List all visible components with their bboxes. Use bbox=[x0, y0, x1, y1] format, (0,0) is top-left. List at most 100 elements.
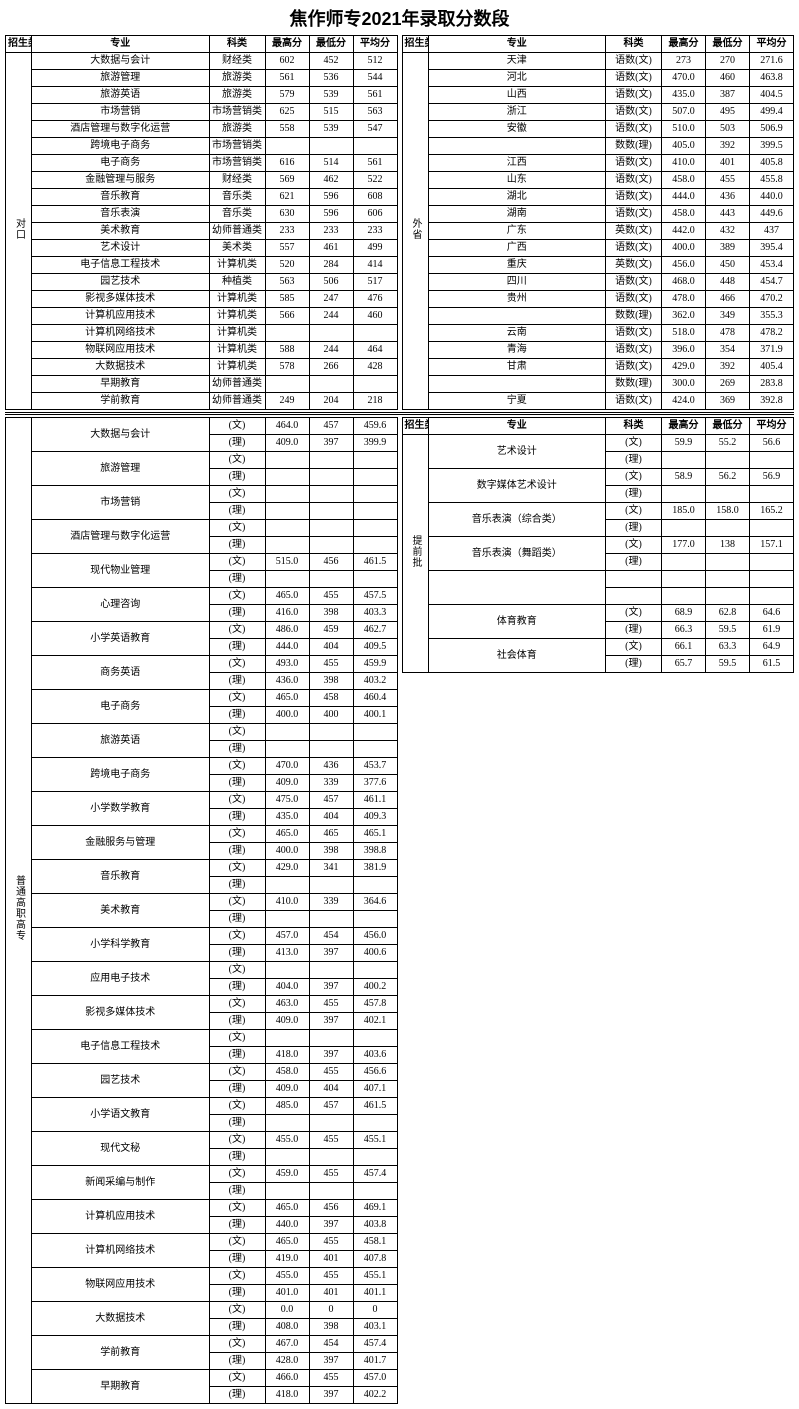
table-row: 贵州语数(文)478.0466470.2 bbox=[402, 291, 794, 308]
table-row: 酒店管理与数字化运营(文) bbox=[6, 520, 398, 537]
table-row: 学前教育(文)467.0454457.4 bbox=[6, 1336, 398, 1353]
table-row: 重庆英数(文)456.0450453.4 bbox=[402, 257, 794, 274]
table-row: 园艺技术种植类563506517 bbox=[6, 274, 398, 291]
table-row: 早期教育幼师普通类 bbox=[6, 376, 398, 393]
category-label: 普通高职高专 bbox=[6, 418, 32, 1404]
table-row: 现代文秘(文)455.0455455.1 bbox=[6, 1132, 398, 1149]
table-row: 电子信息工程技术计算机类520284414 bbox=[6, 257, 398, 274]
col-header: 科类 bbox=[606, 36, 662, 53]
table-row: 电子商务(文)465.0458460.4 bbox=[6, 690, 398, 707]
col-header: 最低分 bbox=[706, 36, 750, 53]
table-row: 河北语数(文)470.0460463.8 bbox=[402, 70, 794, 87]
table-row: 艺术设计美术类557461499 bbox=[6, 240, 398, 257]
table-row: 影视多媒体技术计算机类585247476 bbox=[6, 291, 398, 308]
table-row: 提前批艺术设计(文)59.955.256.6 bbox=[402, 435, 794, 452]
table-row: 音乐表演音乐类630596606 bbox=[6, 206, 398, 223]
table-row: 跨境电子商务市场营销类 bbox=[6, 138, 398, 155]
table-row: 对口大数据与会计财经类602452512 bbox=[6, 53, 398, 70]
table-row: 金融管理与服务财经类569462522 bbox=[6, 172, 398, 189]
table-row: 园艺技术(文)458.0455456.6 bbox=[6, 1064, 398, 1081]
table-row: 电子信息工程技术(文) bbox=[6, 1030, 398, 1047]
table-row: 商务英语(文)493.0455459.9 bbox=[6, 656, 398, 673]
table-tiqian: 招生类型专业科类最高分最低分平均分提前批艺术设计(文)59.955.256.6(… bbox=[402, 417, 795, 673]
table-row: 音乐教育音乐类621596608 bbox=[6, 189, 398, 206]
table-row: 计算机应用技术(文)465.0456469.1 bbox=[6, 1200, 398, 1217]
table-row: 数数(理)362.0349355.3 bbox=[402, 308, 794, 325]
table-row: 社会体育(文)66.163.364.9 bbox=[402, 639, 794, 656]
col-header: 专业 bbox=[32, 36, 210, 53]
table-row: 跨境电子商务(文)470.0436453.7 bbox=[6, 758, 398, 775]
table-row: 心理咨询(文)465.0455457.5 bbox=[6, 588, 398, 605]
col-header: 专业 bbox=[428, 36, 606, 53]
col-header: 科类 bbox=[606, 418, 662, 435]
col-header: 最高分 bbox=[662, 418, 706, 435]
table-row: 新闻采编与制作(文)459.0455457.4 bbox=[6, 1166, 398, 1183]
table-row bbox=[402, 571, 794, 588]
table-row: 广西语数(文)400.0389395.4 bbox=[402, 240, 794, 257]
table-row: 美术教育幼师普通类233233233 bbox=[6, 223, 398, 240]
table-row: 大数据技术计算机类578266428 bbox=[6, 359, 398, 376]
table-row: 广东英数(文)442.0432437 bbox=[402, 223, 794, 240]
table-row: 旅游管理旅游类561536544 bbox=[6, 70, 398, 87]
col-header: 最低分 bbox=[309, 36, 353, 53]
table-row: 山西语数(文)435.0387404.5 bbox=[402, 87, 794, 104]
table-waisheng: 招生类型专业科类最高分最低分平均分外省天津语数(文)273270271.6河北语… bbox=[402, 35, 795, 410]
col-header: 平均分 bbox=[750, 36, 794, 53]
table-row: 音乐教育(文)429.0341381.9 bbox=[6, 860, 398, 877]
col-header: 科类 bbox=[209, 36, 265, 53]
table-row: 计算机应用技术计算机类566244460 bbox=[6, 308, 398, 325]
col-header: 专业 bbox=[428, 418, 606, 435]
table-row: 四川语数(文)468.0448454.7 bbox=[402, 274, 794, 291]
col-header: 最高分 bbox=[265, 36, 309, 53]
table-row: 小学科学教育(文)457.0454456.0 bbox=[6, 928, 398, 945]
table-row: 音乐表演（综合类）(文)185.0158.0165.2 bbox=[402, 503, 794, 520]
table-row: 外省天津语数(文)273270271.6 bbox=[402, 53, 794, 70]
table-row: 物联网应用技术(文)455.0455455.1 bbox=[6, 1268, 398, 1285]
table-row: 宁夏语数(文)424.0369392.8 bbox=[402, 393, 794, 410]
table-row: 青海语数(文)396.0354371.9 bbox=[402, 342, 794, 359]
table-row: 影视多媒体技术(文)463.0455457.8 bbox=[6, 996, 398, 1013]
category-label: 对口 bbox=[6, 53, 32, 410]
table-row: 山东语数(文)458.0455455.8 bbox=[402, 172, 794, 189]
table-row: 小学数学教育(文)475.0457461.1 bbox=[6, 792, 398, 809]
table-row: 数字媒体艺术设计(文)58.956.256.9 bbox=[402, 469, 794, 486]
table-row: 小学英语教育(文)486.0459462.7 bbox=[6, 622, 398, 639]
table-row: 数数(理)300.0269283.8 bbox=[402, 376, 794, 393]
col-header: 平均分 bbox=[353, 36, 397, 53]
table-row: 酒店管理与数字化运营旅游类558539547 bbox=[6, 121, 398, 138]
table-row: 学前教育幼师普通类249204218 bbox=[6, 393, 398, 410]
table-row: 小学语文教育(文)485.0457461.5 bbox=[6, 1098, 398, 1115]
category-label: 提前批 bbox=[402, 435, 428, 673]
table-row: 体育教育(文)68.962.864.6 bbox=[402, 605, 794, 622]
page-title: 焦作师专2021年录取分数段 bbox=[5, 5, 794, 31]
table-duikou: 招生类型专业科类最高分最低分平均分对口大数据与会计财经类602452512旅游管… bbox=[5, 35, 398, 410]
table-row: 甘肃语数(文)429.0392405.4 bbox=[402, 359, 794, 376]
table-row: 普通高职高专大数据与会计(文)464.0457459.6 bbox=[6, 418, 398, 435]
table-row: 云南语数(文)518.0478478.2 bbox=[402, 325, 794, 342]
table-row: 浙江语数(文)507.0495499.4 bbox=[402, 104, 794, 121]
table-row: 江西语数(文)410.0401405.8 bbox=[402, 155, 794, 172]
category-label: 外省 bbox=[402, 53, 428, 410]
table-row: 湖南语数(文)458.0443449.6 bbox=[402, 206, 794, 223]
col-header: 最低分 bbox=[706, 418, 750, 435]
table-row: 市场营销(文) bbox=[6, 486, 398, 503]
table-row: 大数据技术(文)0.000 bbox=[6, 1302, 398, 1319]
table-row: 美术教育(文)410.0339364.6 bbox=[6, 894, 398, 911]
table-row: 早期教育(文)466.0455457.0 bbox=[6, 1370, 398, 1387]
table-row: 应用电子技术(文) bbox=[6, 962, 398, 979]
table-row: 湖北语数(文)444.0436440.0 bbox=[402, 189, 794, 206]
table-row: 物联网应用技术计算机类588244464 bbox=[6, 342, 398, 359]
table-putong: 普通高职高专大数据与会计(文)464.0457459.6(理)409.03973… bbox=[5, 417, 398, 1404]
col-header: 最高分 bbox=[662, 36, 706, 53]
table-row: 计算机网络技术计算机类 bbox=[6, 325, 398, 342]
table-row: 旅游管理(文) bbox=[6, 452, 398, 469]
table-row: 旅游英语旅游类579539561 bbox=[6, 87, 398, 104]
table-row: 计算机网络技术(文)465.0455458.1 bbox=[6, 1234, 398, 1251]
table-row: 旅游英语(文) bbox=[6, 724, 398, 741]
table-row: 数数(理)405.0392399.5 bbox=[402, 138, 794, 155]
col-header: 招生类型 bbox=[6, 36, 32, 53]
table-row: 现代物业管理(文)515.0456461.5 bbox=[6, 554, 398, 571]
table-row: 金融服务与管理(文)465.0465465.1 bbox=[6, 826, 398, 843]
col-header: 招生类型 bbox=[402, 36, 428, 53]
table-row: 市场营销市场营销类625515563 bbox=[6, 104, 398, 121]
